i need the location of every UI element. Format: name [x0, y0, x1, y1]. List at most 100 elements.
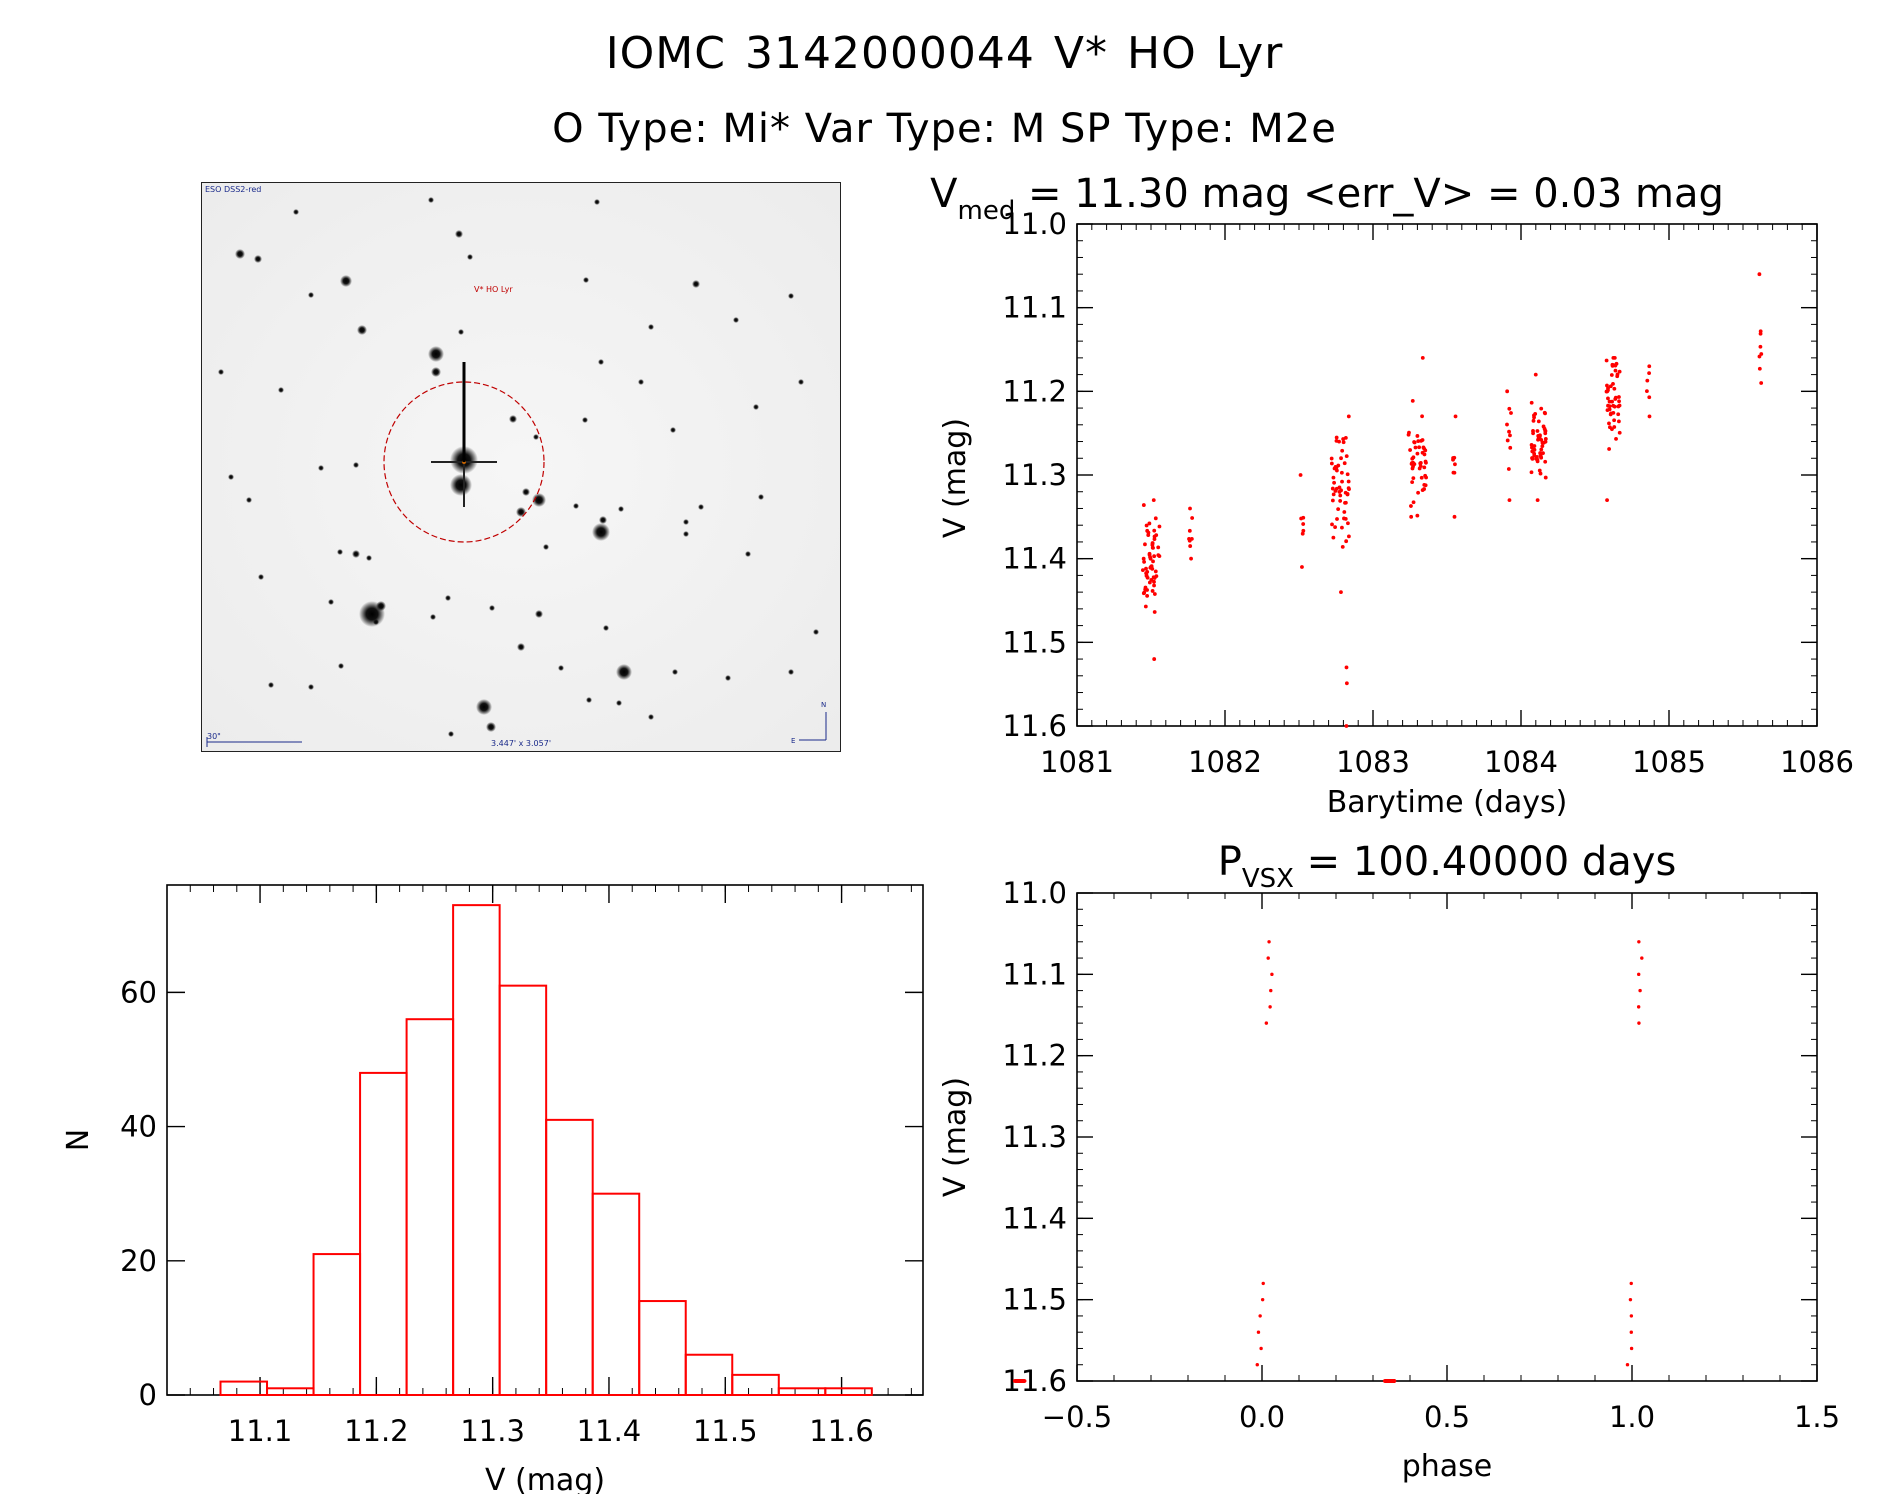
sky-star [431, 367, 441, 377]
lightcurve-point [1346, 414, 1351, 419]
sky-star [616, 700, 622, 706]
phased-points [1012, 940, 1644, 1383]
lightcurve-point [1409, 504, 1413, 508]
lightcurve-point [1612, 386, 1617, 391]
lightcurve-point [1645, 378, 1650, 383]
lightcurve-point [1529, 400, 1534, 405]
lightcurve-point [1337, 439, 1341, 444]
lightcurve-point [1411, 455, 1416, 460]
lightcurve-point [1341, 440, 1346, 445]
histogram-bar [498, 984, 548, 1396]
lightcurve-point [1607, 447, 1612, 451]
sky-star [603, 625, 609, 631]
histogram-bar [405, 1018, 455, 1396]
phased-point [1387, 1379, 1392, 1383]
phased-point [1269, 988, 1273, 993]
sky-star [683, 531, 689, 537]
lightcurve-point [1344, 454, 1349, 459]
sky-star [788, 293, 794, 299]
lightcurve-point [1505, 422, 1509, 427]
compass-n-label: N [821, 701, 826, 709]
lightcurve-point [1338, 499, 1343, 503]
phased-point [1016, 1379, 1021, 1383]
lightcurve-point [1452, 514, 1457, 519]
lightcurve-point [1157, 524, 1162, 529]
lightcurve-point [1612, 418, 1617, 423]
lightcurve-point [1345, 472, 1350, 477]
lightcurve-point [1340, 479, 1344, 484]
y-tick-label: 11.1 [1002, 957, 1067, 991]
sky-star [308, 292, 314, 298]
sky-star [228, 474, 234, 480]
lightcurve-frame [1076, 223, 1818, 727]
x-tick-label: 11.6 [809, 1414, 874, 1448]
lightcurve-point [1505, 389, 1510, 394]
lightcurve-point [1343, 500, 1348, 505]
lightcurve-point [1541, 424, 1546, 429]
lightcurve-point [1410, 399, 1415, 403]
lightcurve-point [1189, 536, 1194, 541]
sky-star [467, 254, 473, 260]
lightcurve-point [1757, 366, 1762, 371]
lightcurve-point [1415, 513, 1420, 518]
sky-star [357, 325, 367, 335]
lightcurve-point [1604, 358, 1609, 363]
lightcurve-point [1452, 455, 1457, 460]
y-tick-label: 11.6 [1002, 1364, 1067, 1398]
target-star [462, 362, 466, 462]
lightcurve-point [1615, 374, 1620, 379]
lightcurve-point [1148, 565, 1153, 570]
lightcurve-point [1408, 448, 1412, 452]
lightcurve-point [1148, 556, 1153, 561]
lightcurve-point [1419, 475, 1424, 480]
lightcurve-point [1539, 454, 1543, 459]
lightcurve-point [1342, 510, 1347, 514]
lightcurve-point [1329, 461, 1334, 466]
lightcurve-point [1144, 573, 1149, 578]
phased-point [1640, 956, 1644, 960]
sky-star [533, 434, 539, 440]
lightcurve-point [1331, 475, 1336, 480]
sky-star [455, 230, 463, 238]
lightcurve-point [1410, 480, 1415, 485]
sky-star [254, 255, 262, 263]
lightcurve-point [1411, 464, 1415, 469]
x-tick-label: 11.5 [693, 1414, 758, 1448]
sky-star [448, 731, 454, 737]
sky-star [594, 199, 600, 205]
lightcurve-point [1188, 544, 1193, 548]
lightcurve-point [1424, 460, 1428, 465]
sky-bright-star [592, 523, 610, 541]
histogram-xlabel: V (mag) [485, 1463, 605, 1494]
lightcurve-point [1409, 514, 1414, 519]
lightcurve-point [1330, 486, 1335, 491]
lightcurve-point [1342, 461, 1347, 466]
scale-label: 30" [207, 732, 221, 741]
lightcurve-point [1647, 371, 1652, 375]
phased-title: PVSX = 100.40000 days [1218, 839, 1677, 894]
lightcurve-point [1610, 363, 1615, 368]
lightcurve-point [1509, 411, 1513, 415]
lightcurve-point [1423, 448, 1428, 453]
phased-panel: PVSX = 100.40000 days −0.5 0.0 0.5 1.0 1.5 11… [938, 839, 1840, 1484]
sky-star [648, 714, 654, 720]
sky-star [353, 462, 359, 468]
phased-point [1260, 1297, 1265, 1302]
lightcurve-point [1144, 523, 1149, 528]
lightcurve-point [1143, 587, 1148, 592]
lightcurve-point [1416, 490, 1420, 495]
lightcurve-point [1614, 361, 1619, 366]
lightcurve-point [1645, 389, 1649, 393]
lightcurve-point [1300, 531, 1305, 536]
x-tick-label: 11.4 [577, 1414, 642, 1448]
y-tick-label: 11.3 [1002, 458, 1067, 492]
x-tick-label: 1084 [1484, 745, 1558, 779]
lightcurve-point [1345, 492, 1350, 497]
lightcurve-point [1538, 471, 1543, 476]
lightcurve-point [1533, 372, 1538, 377]
sky-star [618, 506, 624, 512]
sky-star [798, 379, 804, 385]
phased-point [1638, 988, 1642, 993]
phased-point [1267, 940, 1271, 944]
